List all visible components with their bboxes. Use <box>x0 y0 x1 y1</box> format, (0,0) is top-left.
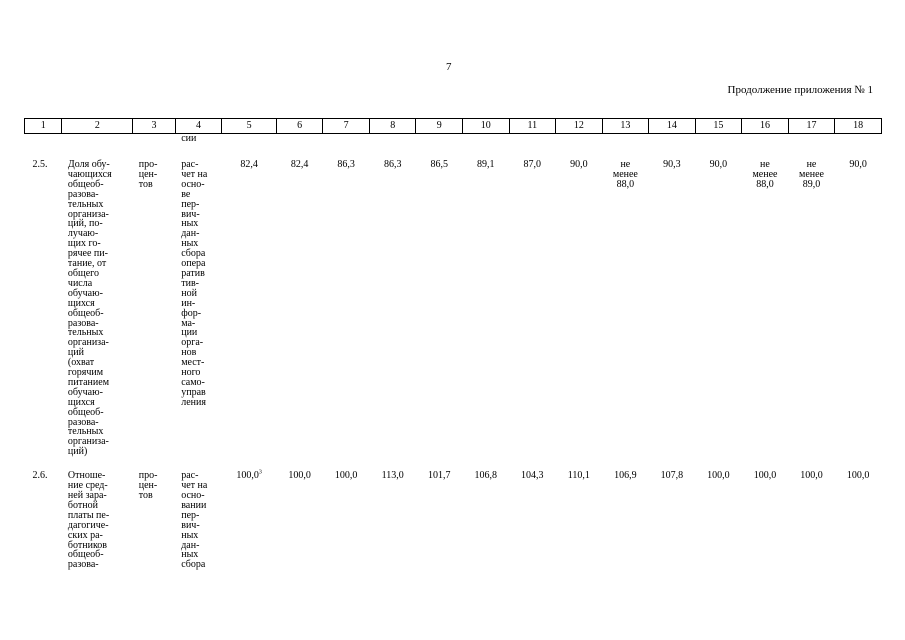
data-table: 1 2 3 4 5 6 7 8 9 10 11 12 13 14 15 16 1… <box>23 118 882 570</box>
column-header: 11 <box>508 118 557 134</box>
value-cell: 107,8 <box>660 470 684 482</box>
row-id: 2.5. <box>32 159 48 170</box>
column-header: 15 <box>694 118 743 134</box>
table-row: 2.6. Отноше- ние сред- ней зара- ботной … <box>25 457 882 570</box>
indicator-name: Доля обу- чающихся общеоб- разова- тельн… <box>67 159 112 458</box>
method-cell: рас- чет на осно- вании пер- вич- ных да… <box>181 470 208 571</box>
value-cell: не менее 88,0 <box>752 159 778 190</box>
unit-cell: про- цен- тов <box>138 159 158 190</box>
column-header: 13 <box>601 118 650 134</box>
table-row: 2.5. Доля обу- чающихся общеоб- разова- … <box>25 148 882 457</box>
value-cell: 87,0 <box>523 159 542 170</box>
carry-over-text: сии <box>181 133 197 144</box>
value-cell: 82,4 <box>290 159 309 170</box>
value-cell: 100,0 <box>753 470 777 482</box>
value-cell: 86,5 <box>430 159 448 170</box>
page-number: 7 <box>446 61 452 73</box>
value-cell: 106,8 <box>474 470 498 482</box>
value-text: 100,0 <box>236 470 259 482</box>
column-header: 6 <box>275 118 324 134</box>
value-cell: 90,0 <box>570 159 588 170</box>
value-cell: 104,3 <box>521 470 544 482</box>
column-header: 18 <box>834 118 882 134</box>
footnote-mark: 3 <box>258 469 262 476</box>
column-header: 14 <box>648 118 696 134</box>
value-cell: не менее 89,0 <box>798 159 824 190</box>
indicator-name: Отноше- ние сред- ней зара- ботной платы… <box>67 470 110 571</box>
value-cell: 100,03 <box>222 457 277 570</box>
column-header: 9 <box>415 118 463 134</box>
value-cell: 110,1 <box>567 470 590 482</box>
value-cell: не менее 88,0 <box>612 159 638 190</box>
column-header: 4 <box>174 118 223 134</box>
value-cell: 86,3 <box>337 159 355 170</box>
unit-cell: про- цен- тов <box>138 470 158 501</box>
value-cell: 101,7 <box>427 470 451 482</box>
column-header: 12 <box>555 118 603 134</box>
value-cell: 90,0 <box>849 159 867 170</box>
column-header: 7 <box>322 118 370 134</box>
column-header: 5 <box>221 118 277 134</box>
value-cell: 100,0 <box>846 470 870 482</box>
value-cell: 82,4 <box>240 159 258 170</box>
row-id: 2.6. <box>32 470 48 482</box>
column-header: 2 <box>61 118 134 134</box>
column-header: 10 <box>462 118 510 134</box>
continuation-label: Продолжение приложения № 1 <box>727 84 873 96</box>
method-cell: рас- чет на осно- ве пер- вич- ных дан- … <box>181 159 208 408</box>
column-header: 1 <box>23 118 63 134</box>
value-cell: 100,0 <box>334 470 358 482</box>
value-cell: 100,0 <box>288 470 311 482</box>
carry-over-row: сии <box>25 134 882 149</box>
value-cell: 90,3 <box>663 159 681 170</box>
value-cell: 100,0 <box>707 470 730 482</box>
column-header-row: 1 2 3 4 5 6 7 8 9 10 11 12 13 14 15 16 1… <box>23 118 882 134</box>
column-header: 17 <box>787 118 836 134</box>
value-cell: 90,0 <box>709 159 728 170</box>
value-cell: 113,0 <box>381 470 404 482</box>
value-cell: 89,1 <box>477 159 495 170</box>
column-header: 3 <box>132 118 176 134</box>
column-header: 8 <box>368 118 417 134</box>
value-cell: 86,3 <box>383 159 402 170</box>
value-cell: 100,0 <box>800 470 823 482</box>
column-header: 16 <box>741 118 789 134</box>
value-cell: 106,9 <box>614 470 637 482</box>
